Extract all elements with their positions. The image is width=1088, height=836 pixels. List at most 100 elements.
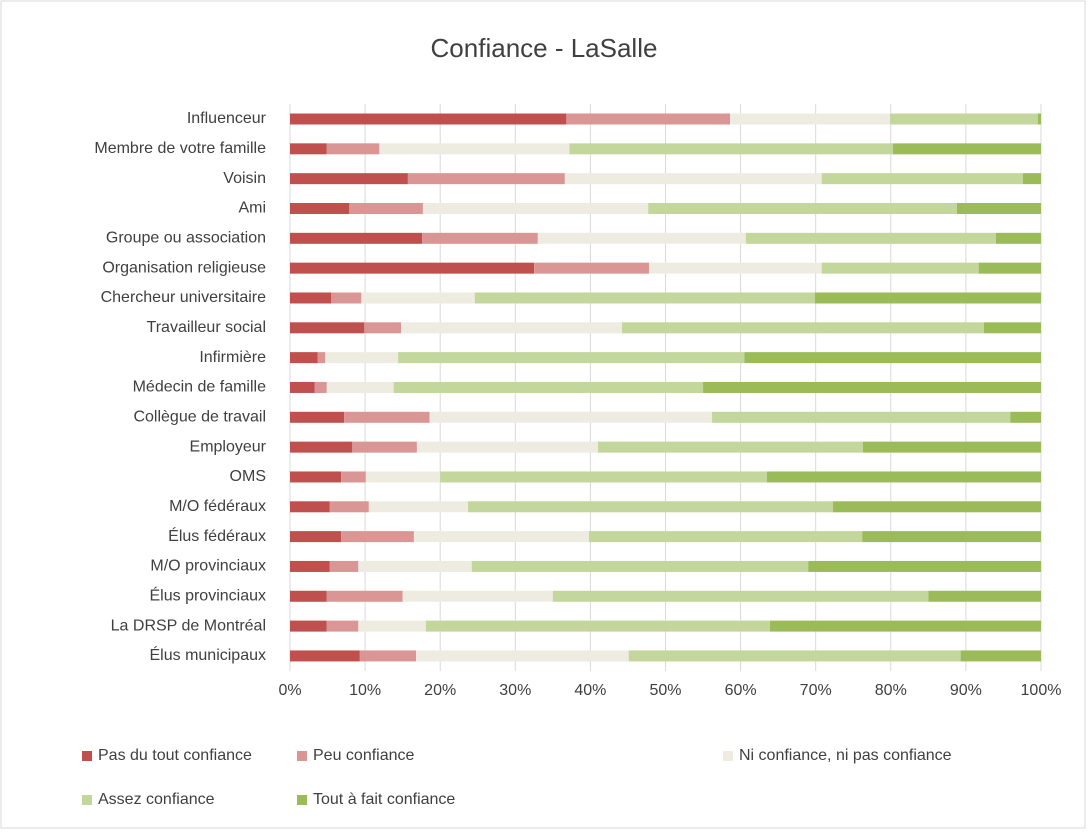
bar-segment [290,173,408,185]
x-tick-label: 30% [499,682,531,699]
bar-segment [314,381,327,393]
x-tick-label: 100% [1021,682,1062,699]
y-tick-label: Ami [238,200,266,217]
bar-segment [474,292,815,304]
legend-swatch [82,795,92,805]
bar-segment [890,113,1038,125]
bar-segment [358,560,472,572]
bar-segment [712,411,1011,423]
x-tick-label: 10% [349,682,381,699]
bar-segment [344,411,430,423]
legend-label: Peu confiance [313,747,415,764]
bar-segment [325,352,399,364]
y-tick-label: Élus fédéraux [168,526,266,545]
bar-segment [290,441,353,453]
bar-segment [290,113,567,125]
y-tick-label: Chercheur universitaire [101,289,267,306]
x-tick-label: 20% [424,682,456,699]
bar-segment [290,471,342,483]
bar-segment [534,262,649,274]
bar-segment [744,352,1041,364]
bar-segment [290,411,345,423]
bar-segment [597,441,864,453]
bar-segment [956,202,1041,214]
bar-segment [648,262,822,274]
y-tick-label: Élus municipaux [150,645,267,664]
y-tick-label: Médecin de famille [133,379,267,396]
bar-segment [621,322,984,334]
bar-segment [766,471,1041,483]
bar-segment [379,143,570,155]
bar-segment [467,501,833,513]
bar-segment [326,143,380,155]
bar-segment [648,202,957,214]
y-tick-label: Organisation religieuse [102,259,266,276]
bar-segment [393,381,704,393]
bar-segment [863,441,1041,453]
bar-segment [398,352,745,364]
bar-segment [425,620,770,632]
bar-segment [429,411,713,423]
bar-segment [290,232,423,244]
y-tick-label: Employeur [190,438,267,455]
legend-label: Pas du tout confiance [98,747,252,764]
x-tick-label: 60% [725,682,757,699]
bar-segment [808,560,1041,572]
y-tick-label: Collègue de travail [133,409,266,426]
legend-swatch [723,751,733,761]
bar-segment [349,202,423,214]
legend-swatch [297,751,307,761]
bar-segment [359,650,417,662]
legend-swatch [297,795,307,805]
bar-segment [290,262,535,274]
y-tick-label: Travailleur social [147,319,266,336]
bar-segment [326,381,394,393]
bar-segment [537,232,746,244]
bar-segment [329,501,369,513]
bar-segment [290,590,327,602]
bar-segment [552,590,929,602]
bar-segment [290,560,330,572]
bar-segment [960,650,1041,662]
bar-segment [1037,113,1041,125]
x-tick-label: 90% [950,682,982,699]
bar-segment [290,620,327,632]
bar-segment [745,232,996,244]
bar-segment [769,620,1041,632]
bar-segment [290,531,342,543]
bar-segment [978,262,1041,274]
bar-segment [352,441,417,453]
bar-segment [290,202,350,214]
bar-segment [416,650,629,662]
legend-label: Tout à fait confiance [313,791,455,808]
legend-label: Ni confiance, ni pas confiance [739,747,952,764]
bar-segment [628,650,961,662]
bar-segment [361,292,475,304]
y-tick-label: OMS [230,468,266,485]
x-tick-label: 50% [649,682,681,699]
legend-swatch [82,751,92,761]
bar-segment [407,173,565,185]
bar-segment [290,322,365,334]
legend-label: Assez confiance [98,791,215,808]
bar-segment [832,501,1041,513]
bar-segment [317,352,326,364]
bar-segment [1022,173,1041,185]
bar-segment [326,620,359,632]
bar-segment [290,650,360,662]
bar-segment [862,531,1041,543]
y-tick-label: Voisin [223,170,266,187]
x-tick-label: 70% [800,682,832,699]
bar-segment [893,143,1041,155]
bar-segment [703,381,1041,393]
bar-segment [290,352,318,364]
bar-segment [983,322,1041,334]
bar-segment [564,173,822,185]
bar-segment [290,143,327,155]
y-tick-label: M/O provinciaux [150,558,266,575]
bar-segment [730,113,891,125]
y-tick-label: Infirmière [199,349,266,366]
bar-segment [401,322,622,334]
bar-segment [413,531,589,543]
